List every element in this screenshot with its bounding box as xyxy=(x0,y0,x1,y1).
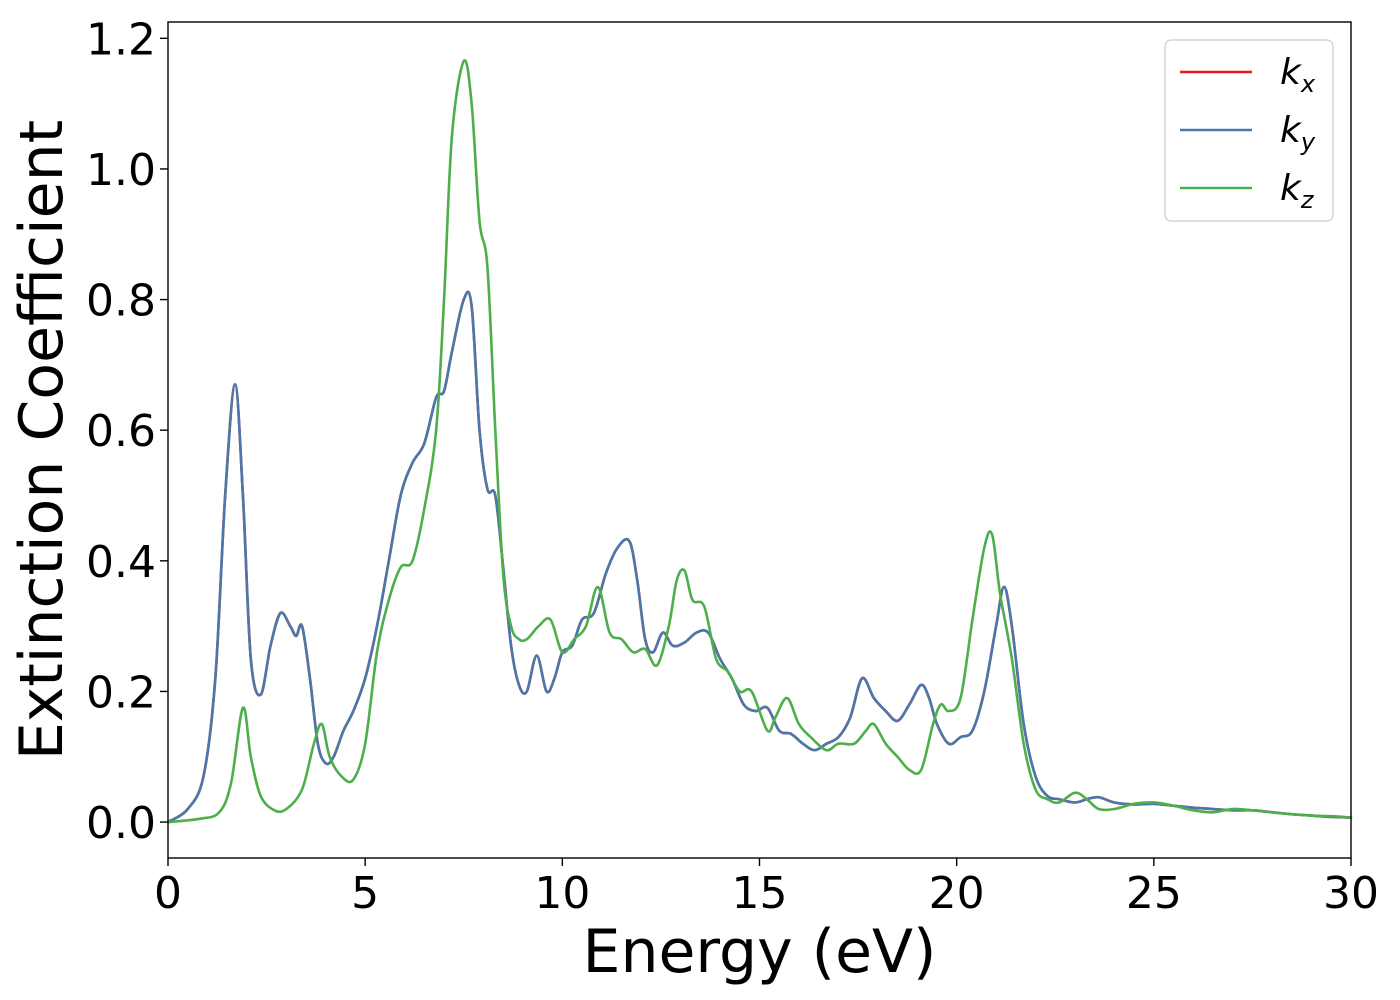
y-tick-label: 0.8 xyxy=(86,276,156,327)
x-tick-label: 25 xyxy=(1126,868,1182,919)
y-axis-title: Extinction Coefficient xyxy=(7,120,77,760)
y-tick-label: 1.0 xyxy=(86,145,156,196)
y-tick-label: 0.6 xyxy=(86,406,156,457)
y-tick-label: 0.0 xyxy=(86,798,156,849)
x-tick-label: 30 xyxy=(1323,868,1379,919)
y-tick-label: 1.2 xyxy=(86,14,156,65)
x-tick-label: 15 xyxy=(732,868,788,919)
series-line-k-z xyxy=(166,59,1353,824)
x-axis-ticks: 0 5 10 15 20 25 30 xyxy=(154,858,1379,919)
series-line-k-y xyxy=(166,290,1353,824)
x-tick-label: 5 xyxy=(351,868,379,919)
x-axis-title: Energy (eV) xyxy=(583,917,937,987)
y-tick-label: 0.4 xyxy=(86,537,156,588)
legend-label-k-z: kz xyxy=(1280,168,1315,214)
x-tick-label: 20 xyxy=(929,868,985,919)
x-tick-label: 10 xyxy=(534,868,590,919)
legend: kx ky kz xyxy=(1164,39,1334,222)
y-tick-label: 0.2 xyxy=(86,667,156,718)
plot-background xyxy=(168,22,1351,858)
y-axis-ticks: 0.0 0.2 0.4 0.6 0.8 1.0 1.2 xyxy=(86,14,168,849)
legend-label-k-y: ky xyxy=(1280,110,1316,156)
series-layer xyxy=(166,59,1353,824)
x-tick-label: 0 xyxy=(154,868,182,919)
legend-label-k-x: kx xyxy=(1280,52,1316,98)
